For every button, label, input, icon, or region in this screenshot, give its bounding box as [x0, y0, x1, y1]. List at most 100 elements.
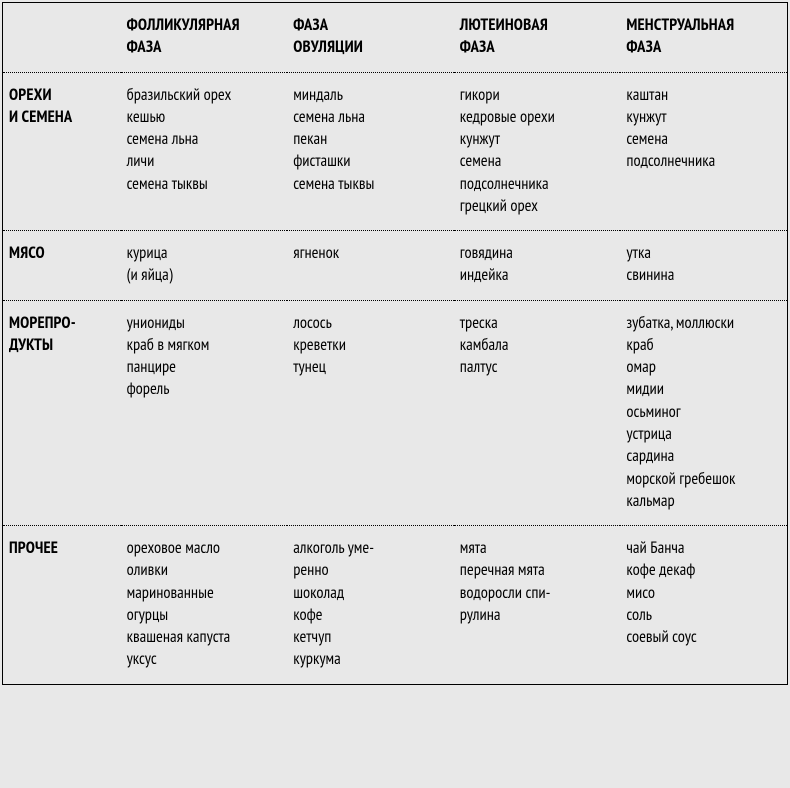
cell-luteal: трескакамбалапалтус	[454, 300, 621, 525]
list-item: палтус	[460, 355, 615, 377]
row-label-line: ДУКТЫ	[9, 333, 53, 355]
row-label-line: ОРЕХИ	[9, 83, 52, 105]
list-item: семена льна	[127, 127, 282, 149]
row-label: МОРЕПРО-ДУКТЫ	[3, 300, 121, 525]
list-item: соевый соус	[626, 625, 781, 647]
list-item: лосось	[293, 311, 448, 333]
row-label-line: ПРОЧЕЕ	[9, 536, 58, 558]
list-item: треска	[460, 311, 615, 333]
list-item: алкоголь уме-	[293, 536, 448, 558]
row-label: МЯСО	[3, 231, 121, 301]
list-item: морской гребешок	[626, 467, 781, 489]
list-item: униониды	[127, 311, 282, 333]
list-item: краб в мягком	[127, 333, 282, 355]
list-item: ягненок	[293, 241, 448, 263]
cell-luteal: гикорикедровые орехикунжутсеменаподсолне…	[454, 72, 621, 231]
list-item: (и яйца)	[127, 263, 282, 285]
list-item: форель	[127, 377, 282, 399]
list-item: кальмар	[626, 489, 781, 511]
list-item: панцире	[127, 355, 282, 377]
list-item: подсолнечника	[626, 149, 781, 171]
cell-ovulation: миндальсемена льнапеканфисташкисемена ты…	[287, 72, 454, 231]
cell-follicular: ореховое маслооливкимаринованныеогурцыкв…	[121, 526, 288, 684]
list-item: устрица	[626, 422, 781, 444]
list-item: индейка	[460, 263, 615, 285]
row-label-line: И СЕМЕНА	[9, 105, 72, 127]
list-item: мисо	[626, 581, 781, 603]
list-item: уксус	[127, 647, 282, 669]
header-luteal: ЛЮТЕИНОВАЯ ФАЗА	[454, 3, 621, 72]
list-item: семена	[460, 149, 615, 171]
list-item: ореховое масло	[127, 536, 282, 558]
list-item: осьминог	[626, 400, 781, 422]
row-label-line: МЯСО	[9, 241, 45, 263]
list-item: рулина	[460, 603, 615, 625]
list-item: семена	[626, 127, 781, 149]
list-item: чай Банча	[626, 536, 781, 558]
list-item: семена тыквы	[293, 172, 448, 194]
list-item: шоколад	[293, 581, 448, 603]
list-item: бразильский орех	[127, 83, 282, 105]
cell-luteal: мятаперечная мятаводоросли спи-рулина	[454, 526, 621, 684]
list-item: оливки	[127, 558, 282, 580]
list-item: каштан	[626, 83, 781, 105]
list-item: говядина	[460, 241, 615, 263]
header-follicular: ФОЛЛИКУЛЯРНАЯ ФАЗА	[121, 3, 288, 72]
header-empty	[3, 3, 121, 72]
list-item: кетчуп	[293, 625, 448, 647]
list-item: мята	[460, 536, 615, 558]
cell-follicular: курица(и яйца)	[121, 231, 288, 301]
row-label: ОРЕХИИ СЕМЕНА	[3, 72, 121, 231]
list-item: зубатка, моллюски	[626, 311, 781, 333]
list-item: перечная мята	[460, 558, 615, 580]
list-item: гикори	[460, 83, 615, 105]
cell-luteal: говядинаиндейка	[454, 231, 621, 301]
list-item: кофе	[293, 603, 448, 625]
list-item: омар	[626, 355, 781, 377]
list-item: водоросли спи-	[460, 581, 615, 603]
cell-follicular: бразильский орехкешьюсемена льналичисеме…	[121, 72, 288, 231]
list-item: семена льна	[293, 105, 448, 127]
list-item: курица	[127, 241, 282, 263]
list-item: свинина	[626, 263, 781, 285]
table-row: ОРЕХИИ СЕМЕНАбразильский орехкешьюсемена…	[3, 72, 787, 231]
list-item: тунец	[293, 355, 448, 377]
list-item: миндаль	[293, 83, 448, 105]
row-label-line: МОРЕПРО-	[9, 311, 76, 333]
cell-ovulation: ягненок	[287, 231, 454, 301]
cell-menstrual: каштанкунжутсеменаподсолнечника	[620, 72, 787, 231]
cell-menstrual: чай Банчакофе декафмисосольсоевый соус	[620, 526, 787, 684]
cell-follicular: унионидыкраб в мягкомпанцирефорель	[121, 300, 288, 525]
list-item: кофе декаф	[626, 558, 781, 580]
list-item: камбала	[460, 333, 615, 355]
list-item: утка	[626, 241, 781, 263]
food-phase-table-container: ФОЛЛИКУЛЯРНАЯ ФАЗА ФАЗА ОВУЛЯЦИИ ЛЮТЕИНО…	[2, 2, 788, 685]
food-phase-table: ФОЛЛИКУЛЯРНАЯ ФАЗА ФАЗА ОВУЛЯЦИИ ЛЮТЕИНО…	[3, 3, 787, 684]
list-item: кунжут	[626, 105, 781, 127]
list-item: пекан	[293, 127, 448, 149]
list-item: кешью	[127, 105, 282, 127]
list-item: личи	[127, 149, 282, 171]
table-row: МЯСОкурица(и яйца)ягненокговядинаиндейка…	[3, 231, 787, 301]
cell-ovulation: лососькреветкитунец	[287, 300, 454, 525]
header-ovulation: ФАЗА ОВУЛЯЦИИ	[287, 3, 454, 72]
row-label: ПРОЧЕЕ	[3, 526, 121, 684]
table-body: ОРЕХИИ СЕМЕНАбразильский орехкешьюсемена…	[3, 72, 787, 684]
list-item: квашеная капуста	[127, 625, 282, 647]
table-row: МОРЕПРО-ДУКТЫунионидыкраб в мягкомпанцир…	[3, 300, 787, 525]
list-item: соль	[626, 603, 781, 625]
list-item: маринованные	[127, 581, 282, 603]
list-item: креветки	[293, 333, 448, 355]
list-item: фисташки	[293, 149, 448, 171]
list-item: краб	[626, 333, 781, 355]
list-item: сардина	[626, 444, 781, 466]
cell-menstrual: уткасвинина	[620, 231, 787, 301]
list-item: семена тыквы	[127, 172, 282, 194]
list-item: мидии	[626, 377, 781, 399]
cell-ovulation: алкоголь уме-ренношоколадкофекетчупкурку…	[287, 526, 454, 684]
table-row: ПРОЧЕЕ ореховое маслооливкимаринованныеог…	[3, 526, 787, 684]
table-header-row: ФОЛЛИКУЛЯРНАЯ ФАЗА ФАЗА ОВУЛЯЦИИ ЛЮТЕИНО…	[3, 3, 787, 72]
cell-menstrual: зубатка, моллюскикрабомармидииосьминогус…	[620, 300, 787, 525]
header-menstrual: МЕНСТРУАЛЬНАЯ ФАЗА	[620, 3, 787, 72]
list-item: куркума	[293, 647, 448, 669]
